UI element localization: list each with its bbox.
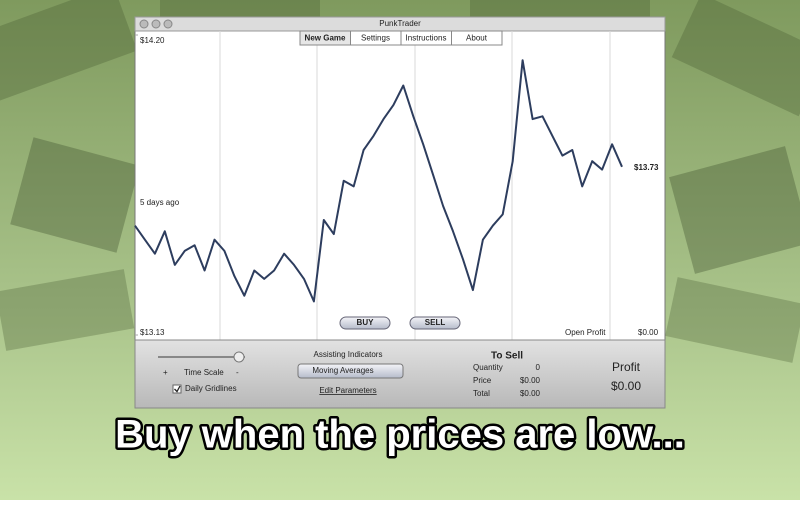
edit-parameters-link[interactable]: Edit Parameters [319,386,376,395]
tab-label: About [466,34,488,43]
y-tick-label: $14.20 [140,36,165,45]
tab-label: New Game [305,34,346,43]
open-profit-label: Open Profit [565,328,606,337]
slider-knob[interactable] [233,351,245,363]
tab-bar: New Game Settings Instructions About [299,30,503,46]
trade-button-label: BUY [357,318,375,327]
to-sell-value: $0.00 [520,389,541,398]
to-sell-table: Quantity 0 Price $0.00 Total $0.00 [473,363,541,398]
time-scale-label: Time Scale [184,368,224,377]
price-line [134,59,623,303]
indicator-select[interactable] [297,363,404,379]
trade-buttons: BUY SELL [339,316,461,330]
indicators-label: Assisting Indicators [314,350,383,359]
trade-button[interactable] [409,316,461,330]
trade-button[interactable] [339,316,391,330]
minus-label: - [236,368,239,377]
to-sell-key: Quantity [473,363,503,372]
close-button[interactable] [139,19,149,29]
gridlines-checkbox[interactable] [172,384,182,394]
to-sell-value: $0.00 [520,376,541,385]
tab-label: Instructions [406,34,447,43]
y-tick-label: $13.13 [140,328,165,337]
caption: Buy when the prices are low... [115,413,685,457]
x-label: 5 days ago [140,198,180,207]
to-sell-key: Price [473,376,492,385]
current-price: $13.73 [634,163,659,172]
window-title: PunkTrader [379,19,421,28]
indicator-value: Moving Averages [312,366,373,375]
profit-label: Profit [612,360,641,374]
to-sell-value: 0 [536,363,541,372]
tab-label: Settings [361,34,390,43]
to-sell-key: Total [473,389,490,398]
checkmark [174,385,181,393]
gridlines-label: Daily Gridlines [185,384,237,393]
tab[interactable] [451,30,503,46]
trade-button-label: SELL [425,318,446,327]
minimize-button[interactable] [151,19,161,29]
money-pattern [0,0,800,363]
daily-gridlines [219,31,611,340]
open-profit-value: $0.00 [638,328,659,337]
plus-label: + [163,368,168,377]
to-sell-title: To Sell [491,351,523,362]
zoom-button[interactable] [163,19,173,29]
profit-value: $0.00 [611,379,641,393]
